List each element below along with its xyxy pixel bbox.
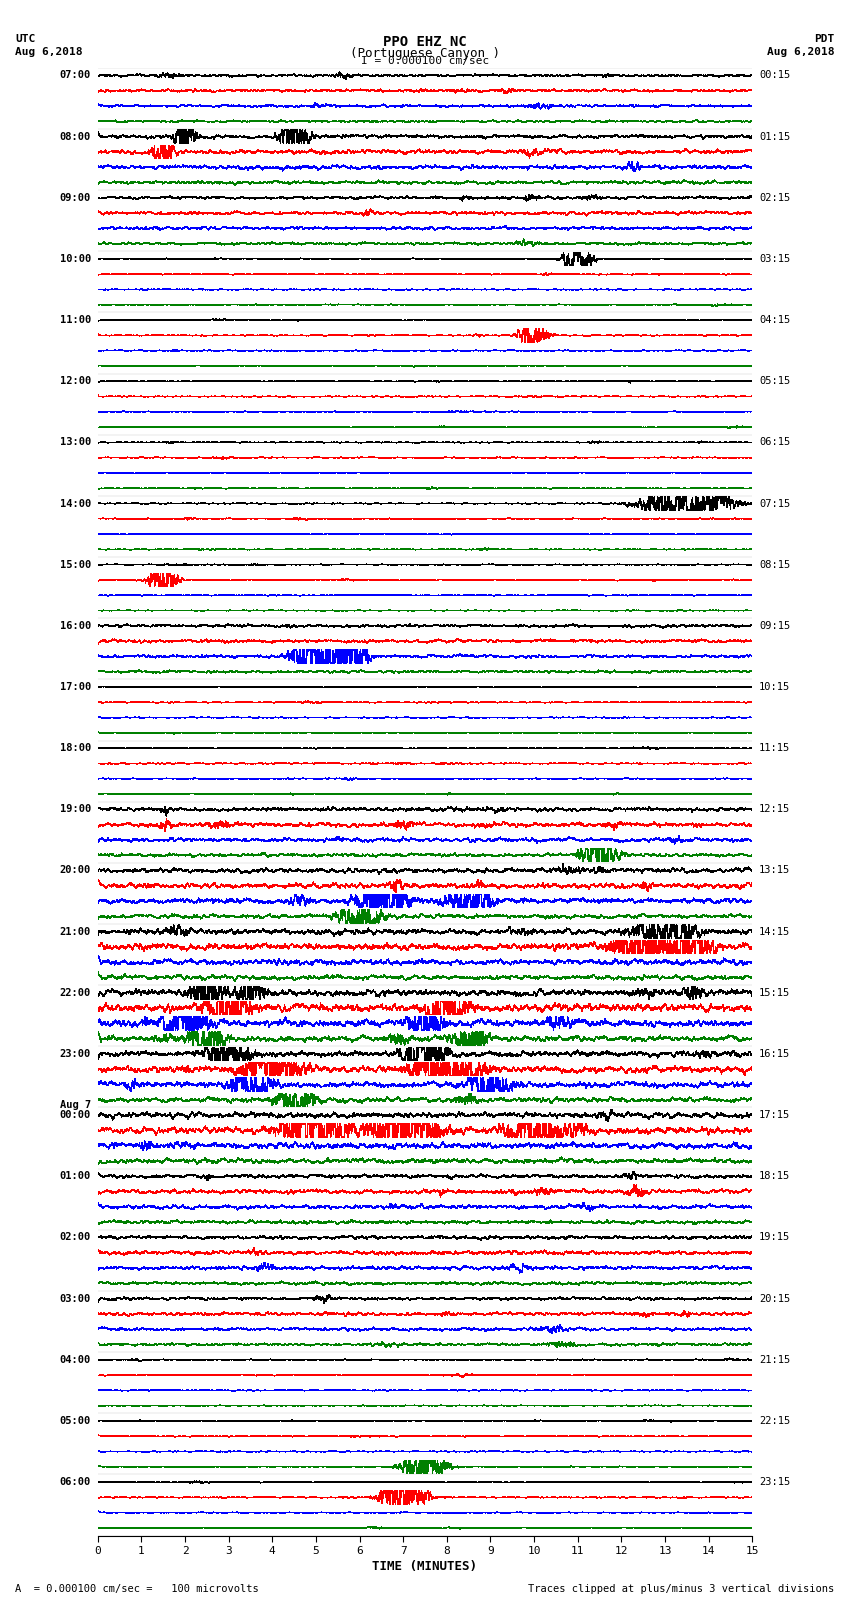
Text: 10:00: 10:00: [60, 253, 91, 265]
Text: 08:15: 08:15: [759, 560, 791, 569]
Text: 04:00: 04:00: [60, 1355, 91, 1365]
Text: 19:00: 19:00: [60, 805, 91, 815]
Text: 03:15: 03:15: [759, 253, 791, 265]
Text: 20:15: 20:15: [759, 1294, 791, 1303]
Text: 14:00: 14:00: [60, 498, 91, 508]
Text: 23:00: 23:00: [60, 1048, 91, 1060]
Text: 22:15: 22:15: [759, 1416, 791, 1426]
Text: 19:15: 19:15: [759, 1232, 791, 1242]
Text: 13:15: 13:15: [759, 866, 791, 876]
Text: 08:00: 08:00: [60, 132, 91, 142]
Text: 15:15: 15:15: [759, 987, 791, 998]
Text: 06:15: 06:15: [759, 437, 791, 447]
Text: 00:15: 00:15: [759, 71, 791, 81]
Text: Aug 6,2018: Aug 6,2018: [15, 47, 82, 56]
Text: 02:00: 02:00: [60, 1232, 91, 1242]
Text: 02:15: 02:15: [759, 192, 791, 203]
Text: 14:15: 14:15: [759, 926, 791, 937]
Text: 20:00: 20:00: [60, 866, 91, 876]
Text: 22:00: 22:00: [60, 987, 91, 998]
Text: A  = 0.000100 cm/sec =   100 microvolts: A = 0.000100 cm/sec = 100 microvolts: [15, 1584, 259, 1594]
Text: 12:15: 12:15: [759, 805, 791, 815]
Text: 09:15: 09:15: [759, 621, 791, 631]
Text: 01:15: 01:15: [759, 132, 791, 142]
Text: 06:00: 06:00: [60, 1478, 91, 1487]
Text: 17:15: 17:15: [759, 1110, 791, 1119]
Text: 07:00: 07:00: [60, 71, 91, 81]
Text: Aug 6,2018: Aug 6,2018: [768, 47, 835, 56]
Text: (Portuguese Canyon ): (Portuguese Canyon ): [350, 47, 500, 60]
Text: 07:15: 07:15: [759, 498, 791, 508]
Text: PDT: PDT: [814, 34, 835, 44]
Text: 17:00: 17:00: [60, 682, 91, 692]
Text: 16:15: 16:15: [759, 1048, 791, 1060]
Text: 04:15: 04:15: [759, 315, 791, 326]
Text: Traces clipped at plus/minus 3 vertical divisions: Traces clipped at plus/minus 3 vertical …: [529, 1584, 835, 1594]
Text: 23:15: 23:15: [759, 1478, 791, 1487]
Text: 12:00: 12:00: [60, 376, 91, 386]
Text: 18:15: 18:15: [759, 1171, 791, 1181]
Text: 00:00: 00:00: [60, 1110, 91, 1119]
Text: 18:00: 18:00: [60, 744, 91, 753]
Text: 09:00: 09:00: [60, 192, 91, 203]
Text: 21:00: 21:00: [60, 926, 91, 937]
Text: PPO EHZ NC: PPO EHZ NC: [383, 35, 467, 50]
X-axis label: TIME (MINUTES): TIME (MINUTES): [372, 1560, 478, 1573]
Text: 05:00: 05:00: [60, 1416, 91, 1426]
Text: 15:00: 15:00: [60, 560, 91, 569]
Text: 03:00: 03:00: [60, 1294, 91, 1303]
Text: 11:15: 11:15: [759, 744, 791, 753]
Text: 13:00: 13:00: [60, 437, 91, 447]
Text: I = 0.000100 cm/sec: I = 0.000100 cm/sec: [361, 56, 489, 66]
Text: 21:15: 21:15: [759, 1355, 791, 1365]
Text: 16:00: 16:00: [60, 621, 91, 631]
Text: 05:15: 05:15: [759, 376, 791, 386]
Text: Aug 7: Aug 7: [60, 1100, 91, 1110]
Text: 11:00: 11:00: [60, 315, 91, 326]
Text: 01:00: 01:00: [60, 1171, 91, 1181]
Text: 10:15: 10:15: [759, 682, 791, 692]
Text: UTC: UTC: [15, 34, 36, 44]
